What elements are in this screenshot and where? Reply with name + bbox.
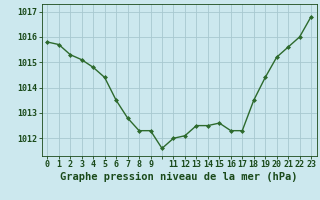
X-axis label: Graphe pression niveau de la mer (hPa): Graphe pression niveau de la mer (hPa) bbox=[60, 172, 298, 182]
